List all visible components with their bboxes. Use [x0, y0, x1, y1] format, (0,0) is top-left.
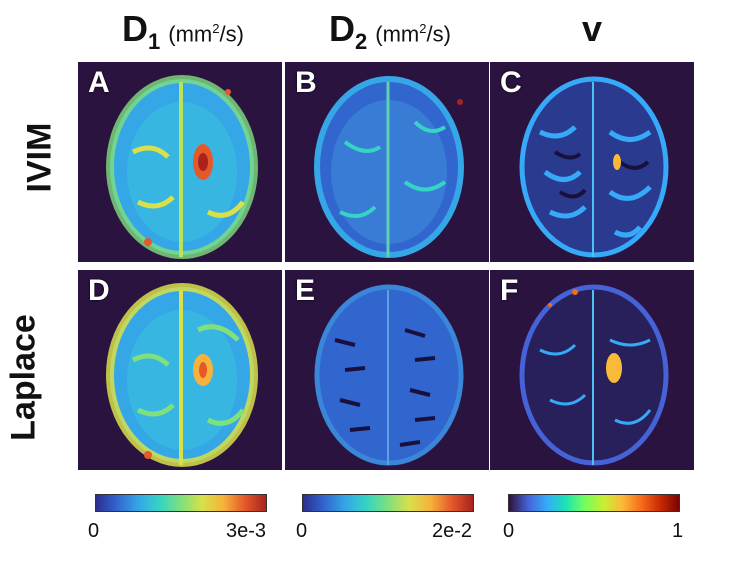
panel-letter: E: [295, 274, 316, 307]
brain-map-image: [314, 76, 464, 258]
colorbar-d2-max: 2e-2: [432, 520, 473, 542]
panel-letter: A: [88, 66, 110, 99]
unit-label: (mm2/s): [168, 20, 244, 46]
panel-laplace-d2: E: [285, 270, 489, 470]
panel-letter: F: [500, 274, 519, 307]
brain-map-image: [106, 75, 258, 259]
brain-map-image: [519, 284, 669, 466]
panel-laplace-d1: D: [78, 270, 282, 470]
panel-letter: B: [295, 66, 317, 99]
colorbar-d1-max: 3e-3: [226, 520, 267, 542]
colorbar-d2-min: 0: [296, 520, 308, 542]
panel-laplace-v: F: [490, 270, 694, 470]
panel-ivim-d2: B: [285, 62, 489, 262]
colorbar-d2: [302, 494, 474, 512]
colorbar-v-max: 1: [672, 520, 684, 542]
panel-ivim-d1: A: [78, 62, 282, 262]
panel-ivim-v: C: [490, 62, 694, 262]
column-header-v: v: [581, 8, 603, 49]
panel-letter: D: [88, 274, 110, 307]
colorbar-d1-min: 0: [88, 520, 100, 542]
panel-letter: C: [500, 66, 522, 99]
colorbar-d1: [95, 494, 267, 512]
brain-map-image: [314, 284, 464, 466]
brain-map-image: [106, 283, 258, 467]
colorbar-v-min: 0: [503, 520, 515, 542]
row-label-laplace: Laplace: [4, 314, 43, 441]
brain-map-image: [519, 76, 669, 258]
colorbar-v: [508, 494, 680, 512]
row-label-ivim: IVIM: [20, 122, 59, 193]
unit-label: (mm2/s): [375, 20, 451, 46]
